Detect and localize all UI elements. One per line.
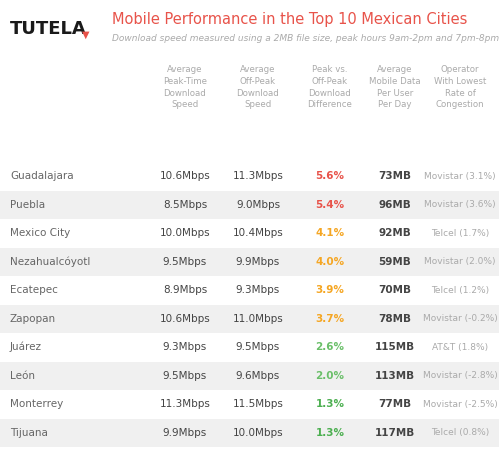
Text: 3.7%: 3.7% (315, 314, 345, 324)
Text: 9.5Mbps: 9.5Mbps (163, 371, 207, 381)
Text: AT&T (1.8%): AT&T (1.8%) (432, 343, 488, 352)
Text: 59MB: 59MB (379, 257, 411, 267)
Text: 9.6Mbps: 9.6Mbps (236, 371, 280, 381)
Text: Tijuana: Tijuana (10, 428, 48, 438)
Text: Download speed measured using a 2MB file size, peak hours 9am-2pm and 7pm-8pm: Download speed measured using a 2MB file… (112, 34, 499, 43)
Text: Movistar (3.1%): Movistar (3.1%) (424, 172, 496, 181)
Text: Nezahualcóyotl: Nezahualcóyotl (10, 256, 90, 267)
Text: 10.0Mbps: 10.0Mbps (160, 228, 210, 238)
Text: ▼: ▼ (82, 30, 89, 40)
Text: Movistar (-0.2%): Movistar (-0.2%) (423, 314, 498, 323)
Text: Movistar (-2.5%): Movistar (-2.5%) (423, 400, 498, 409)
Text: 11.0Mbps: 11.0Mbps (233, 314, 283, 324)
Text: Operator
With Lowest
Rate of
Congestion: Operator With Lowest Rate of Congestion (434, 65, 486, 110)
Text: 9.3Mbps: 9.3Mbps (163, 342, 207, 352)
Text: 9.5Mbps: 9.5Mbps (163, 257, 207, 267)
Text: 1.3%: 1.3% (315, 428, 344, 438)
Text: Average
Mobile Data
Per User
Per Day: Average Mobile Data Per User Per Day (369, 65, 421, 110)
Text: 10.4Mbps: 10.4Mbps (233, 228, 283, 238)
Text: León: León (10, 371, 35, 381)
Text: 117MB: 117MB (375, 428, 415, 438)
Text: Telcel (1.7%): Telcel (1.7%) (431, 229, 489, 238)
Text: Average
Peak-Time
Download
Speed: Average Peak-Time Download Speed (163, 65, 207, 110)
Text: Movistar (3.6%): Movistar (3.6%) (424, 200, 496, 209)
Text: Telcel (1.2%): Telcel (1.2%) (431, 286, 489, 295)
Text: 2.0%: 2.0% (315, 371, 344, 381)
Text: Juárez: Juárez (10, 342, 42, 352)
Text: 9.5Mbps: 9.5Mbps (236, 342, 280, 352)
Text: 11.3Mbps: 11.3Mbps (233, 171, 283, 181)
Text: 113MB: 113MB (375, 371, 415, 381)
Text: Mexico City: Mexico City (10, 228, 70, 238)
Text: 9.9Mbps: 9.9Mbps (236, 257, 280, 267)
Text: Movistar (2.0%): Movistar (2.0%) (424, 257, 496, 266)
Text: 1.3%: 1.3% (315, 399, 344, 409)
Text: 70MB: 70MB (379, 285, 412, 295)
Text: 92MB: 92MB (379, 228, 411, 238)
Text: 8.9Mbps: 8.9Mbps (163, 285, 207, 295)
Text: 5.4%: 5.4% (315, 200, 345, 210)
Text: 73MB: 73MB (379, 171, 412, 181)
Text: 10.6Mbps: 10.6Mbps (160, 171, 211, 181)
Text: Guadalajara: Guadalajara (10, 171, 74, 181)
Bar (0, 247, 499, 276)
Text: Ecatepec: Ecatepec (10, 285, 58, 295)
Text: 78MB: 78MB (379, 314, 412, 324)
Text: 9.0Mbps: 9.0Mbps (236, 200, 280, 210)
Text: Telcel (0.8%): Telcel (0.8%) (431, 428, 489, 437)
Text: 8.5Mbps: 8.5Mbps (163, 200, 207, 210)
Text: Puebla: Puebla (10, 200, 45, 210)
Text: 96MB: 96MB (379, 200, 411, 210)
Text: 77MB: 77MB (378, 399, 412, 409)
Bar (0, 304, 499, 333)
Text: 5.6%: 5.6% (315, 171, 344, 181)
Text: 11.5Mbps: 11.5Mbps (233, 399, 283, 409)
Text: 115MB: 115MB (375, 342, 415, 352)
Text: 4.0%: 4.0% (315, 257, 345, 267)
Bar (0, 361, 499, 390)
Text: Peak vs.
Off-Peak
Download
Difference: Peak vs. Off-Peak Download Difference (307, 65, 352, 110)
Text: Movistar (-2.8%): Movistar (-2.8%) (423, 371, 498, 380)
Text: 4.1%: 4.1% (315, 228, 345, 238)
Text: 9.9Mbps: 9.9Mbps (163, 428, 207, 438)
Text: 10.0Mbps: 10.0Mbps (233, 428, 283, 438)
Text: 11.3Mbps: 11.3Mbps (160, 399, 211, 409)
Text: 3.9%: 3.9% (315, 285, 344, 295)
Text: 2.6%: 2.6% (315, 342, 344, 352)
Text: Average
Off-Peak
Download
Speed: Average Off-Peak Download Speed (237, 65, 279, 110)
Text: 9.3Mbps: 9.3Mbps (236, 285, 280, 295)
Text: Monterrey: Monterrey (10, 399, 63, 409)
Text: Zapopan: Zapopan (10, 314, 56, 324)
Text: 10.6Mbps: 10.6Mbps (160, 314, 211, 324)
Bar (0, 190, 499, 219)
Bar (0, 418, 499, 447)
Text: TUTELA: TUTELA (10, 20, 87, 38)
Text: Mobile Performance in the Top 10 Mexican Cities: Mobile Performance in the Top 10 Mexican… (112, 12, 468, 27)
